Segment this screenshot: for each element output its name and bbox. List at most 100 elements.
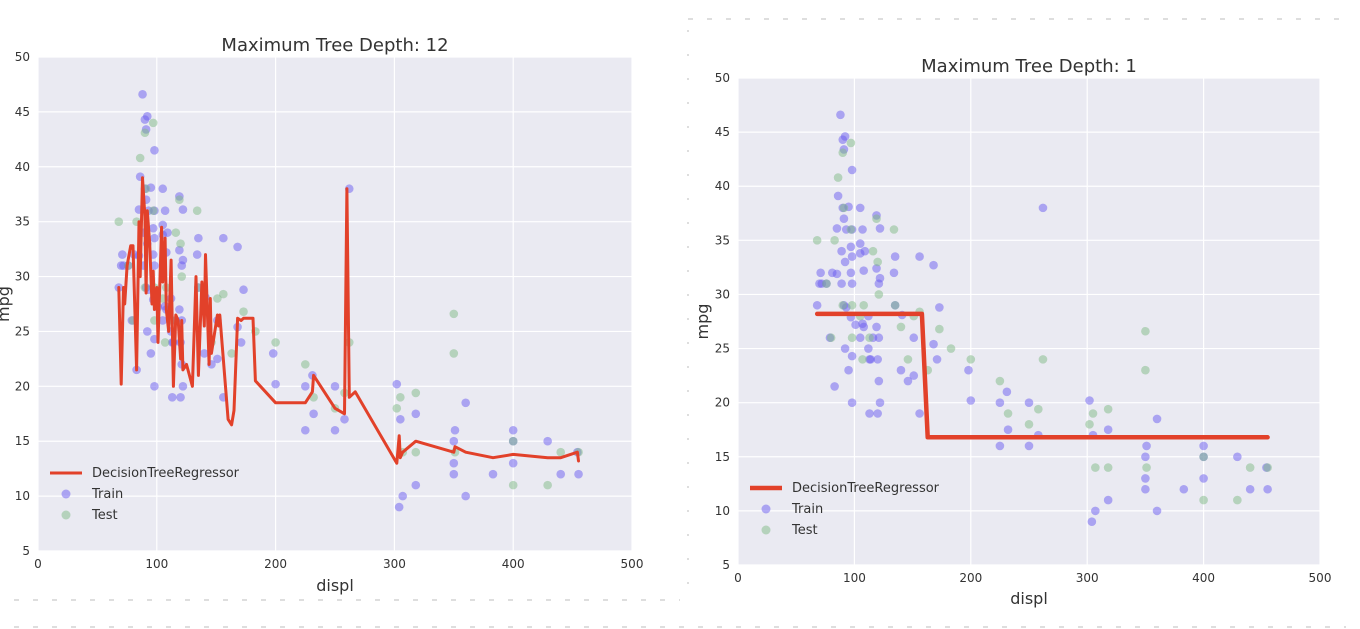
train-point — [1087, 517, 1097, 527]
train-point — [833, 191, 843, 201]
train-point — [268, 349, 278, 358]
test-point — [889, 225, 899, 234]
test-point — [1263, 463, 1272, 472]
train-point — [1179, 484, 1189, 494]
train-point — [150, 146, 159, 155]
train-point — [1103, 495, 1113, 505]
y-tick-label: 45 — [15, 105, 30, 119]
train-point — [812, 300, 822, 310]
train-point — [236, 338, 246, 347]
test-point — [812, 236, 822, 245]
test-point — [1103, 404, 1113, 414]
test-point — [839, 203, 849, 213]
test-point — [1245, 463, 1255, 472]
train-point — [964, 365, 973, 375]
train-point — [873, 409, 882, 418]
train-point — [508, 425, 518, 435]
test-point — [449, 309, 459, 319]
x-tick-label: 100 — [843, 571, 866, 585]
train-point — [148, 223, 158, 233]
train-point — [213, 354, 222, 364]
train-point — [846, 268, 856, 278]
train-point — [866, 355, 875, 364]
train-point — [1233, 452, 1242, 462]
train-point — [192, 250, 202, 259]
train-point — [873, 355, 882, 364]
test-point — [301, 360, 310, 369]
train-point — [832, 224, 842, 233]
train-point — [995, 398, 1005, 407]
train-point — [935, 303, 944, 312]
train-point — [840, 132, 850, 141]
train-point — [889, 268, 899, 278]
train-point — [837, 279, 846, 288]
train-point — [175, 305, 184, 314]
train-point — [865, 409, 874, 418]
test-point — [896, 322, 906, 332]
legend-label: DecisionTreeRegressor — [92, 466, 240, 481]
train-point — [1142, 441, 1151, 451]
test-point — [411, 447, 421, 457]
legend: DecisionTreeRegressor Train Test — [50, 466, 240, 523]
test-point — [995, 376, 1005, 386]
train-point — [160, 206, 170, 215]
y-tick-label: 20 — [15, 379, 30, 393]
test-point — [148, 118, 158, 128]
train-point — [411, 480, 421, 490]
x-tick-label: 300 — [1076, 571, 1099, 585]
y-axis-label: mpg — [693, 304, 712, 340]
train-point — [146, 349, 156, 358]
x-tick-label: 400 — [1192, 571, 1215, 585]
test-point — [140, 128, 150, 138]
train-point — [301, 382, 310, 391]
x-tick-label: 200 — [264, 557, 287, 571]
test-point — [1085, 420, 1094, 429]
train-point — [837, 246, 846, 256]
train-point — [219, 233, 228, 243]
train-point — [896, 365, 906, 375]
train-point — [239, 285, 248, 295]
x-tick-label: 100 — [145, 557, 168, 571]
train-point — [142, 327, 152, 336]
test-point — [175, 195, 184, 205]
train-point — [1199, 441, 1208, 451]
train-point — [995, 441, 1005, 451]
y-tick-label: 15 — [715, 450, 730, 464]
train-point — [859, 322, 869, 332]
train-point — [915, 252, 924, 261]
train-point — [543, 436, 552, 446]
test-point — [227, 349, 236, 358]
train-point — [449, 458, 459, 468]
y-tick-label: 30 — [15, 270, 30, 284]
legend-label: DecisionTreeRegressor — [792, 481, 940, 496]
train-point — [394, 502, 404, 512]
train-point — [449, 469, 459, 479]
train-point — [855, 203, 865, 213]
train-point — [846, 242, 856, 252]
test-point — [838, 300, 848, 310]
train-point — [875, 398, 885, 407]
train-point — [1263, 484, 1272, 494]
train-point — [330, 425, 340, 435]
train-point — [840, 344, 850, 353]
x-axis-label: displ — [1010, 589, 1048, 608]
test-point — [946, 344, 956, 353]
train-point — [158, 184, 168, 194]
chart-title: Maximum Tree Depth: 1 — [921, 56, 1137, 77]
train-point — [340, 414, 349, 424]
y-tick-label: 30 — [715, 287, 730, 301]
y-tick-label: 45 — [715, 125, 730, 139]
train-point — [1152, 414, 1162, 424]
y-tick-label: 35 — [15, 215, 30, 229]
regressor-line — [117, 176, 580, 465]
train-point — [271, 379, 280, 389]
test-point — [966, 355, 976, 364]
train-point — [142, 111, 152, 121]
train-point — [859, 266, 869, 275]
test-point — [271, 338, 280, 347]
test-point — [846, 225, 856, 234]
test-point — [838, 148, 848, 157]
train-point — [150, 233, 159, 243]
test-point — [873, 257, 882, 267]
